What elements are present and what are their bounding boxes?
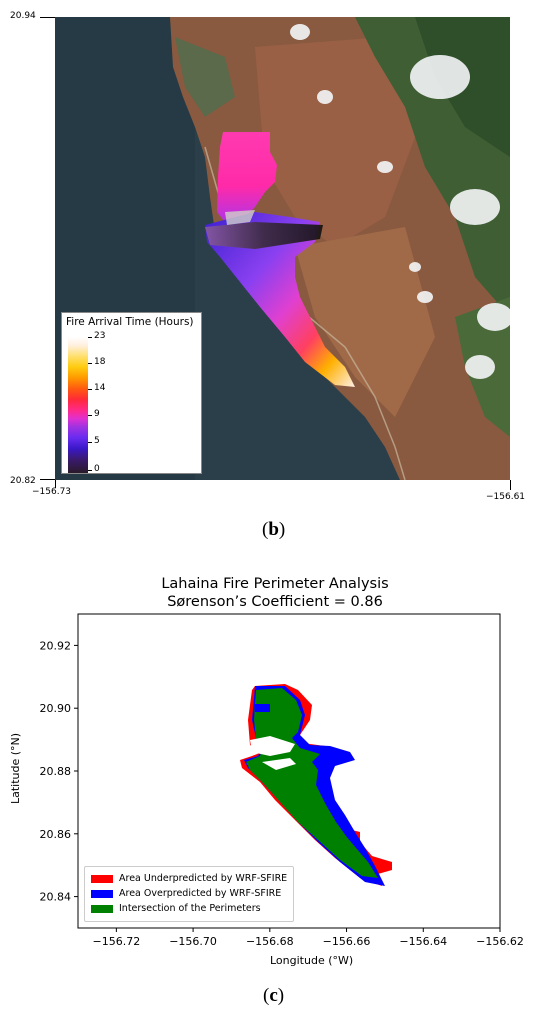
x-tick-label: −156.62 bbox=[476, 935, 524, 948]
colorbar-tick-label: 14 bbox=[94, 383, 106, 393]
satellite-map bbox=[55, 17, 510, 480]
y-tick-label: 20.84 bbox=[40, 891, 72, 904]
chart-title-line: Lahaina Fire Perimeter Analysis bbox=[161, 576, 389, 592]
clouds bbox=[290, 24, 510, 379]
legend-item: Area Overpredicted by WRF-SFIRE bbox=[91, 888, 281, 899]
colorbar-legend: Fire Arrival Time (Hours) 23 18 14 9 5 0 bbox=[61, 312, 202, 474]
legend-item: Intersection of the Perimeters bbox=[91, 903, 261, 914]
intersection-area bbox=[246, 688, 378, 878]
legend-swatch-blue bbox=[91, 889, 113, 898]
x-axis-title: Longitude (°W) bbox=[270, 954, 354, 967]
fire-arrival-overlay bbox=[205, 132, 355, 387]
x-tick-label: −156.64 bbox=[399, 935, 447, 948]
map-lat-top-label: 20.94 bbox=[10, 11, 36, 21]
map-lon-left-label: −156.73 bbox=[32, 487, 72, 497]
legend-swatch-red bbox=[91, 874, 113, 883]
perimeter-legend: Area Underpredicted by WRF-SFIRE Area Ov… bbox=[84, 866, 294, 922]
legend-item: Area Underpredicted by WRF-SFIRE bbox=[91, 873, 287, 884]
colorbar-tick-label: 5 bbox=[94, 436, 100, 446]
overpredicted-patch bbox=[255, 704, 270, 712]
panel-label-c: (c) bbox=[263, 985, 285, 1006]
unburned-gap bbox=[262, 758, 296, 770]
y-tick-label: 20.92 bbox=[40, 639, 72, 652]
x-tick-label: −156.70 bbox=[169, 935, 217, 948]
colorbar-title: Fire Arrival Time (Hours) bbox=[66, 316, 194, 328]
legend-swatch-green bbox=[91, 904, 113, 913]
chart-subtitle: Sørenson’s Coefficient = 0.86 bbox=[167, 594, 383, 610]
x-tick-label: −156.72 bbox=[93, 935, 141, 948]
colorbar-tick-label: 9 bbox=[94, 409, 100, 419]
chart-title: Lahaina Fire Perimeter Analysis Sørenson… bbox=[0, 575, 550, 611]
x-tick-label: −156.68 bbox=[246, 935, 294, 948]
map-lon-right-label: −156.61 bbox=[486, 492, 526, 502]
y-tick-label: 20.86 bbox=[40, 828, 72, 841]
x-tick-label: −156.66 bbox=[323, 935, 371, 948]
map-lat-bottom-label: 20.82 bbox=[10, 476, 36, 486]
y-tick-label: 20.90 bbox=[40, 702, 72, 715]
panel-label-b: (b) bbox=[262, 519, 286, 540]
colorbar-tick-label: 18 bbox=[94, 357, 106, 367]
y-tick-label: 20.88 bbox=[40, 765, 72, 778]
colorbar-gradient bbox=[68, 337, 88, 473]
satellite-map-panel bbox=[55, 17, 510, 480]
colorbar-tick-label: 23 bbox=[94, 331, 106, 341]
unburned-gap bbox=[250, 736, 295, 756]
colorbar-tick-label: 0 bbox=[94, 464, 100, 474]
y-axis-title: Latitude (°N) bbox=[9, 732, 23, 805]
